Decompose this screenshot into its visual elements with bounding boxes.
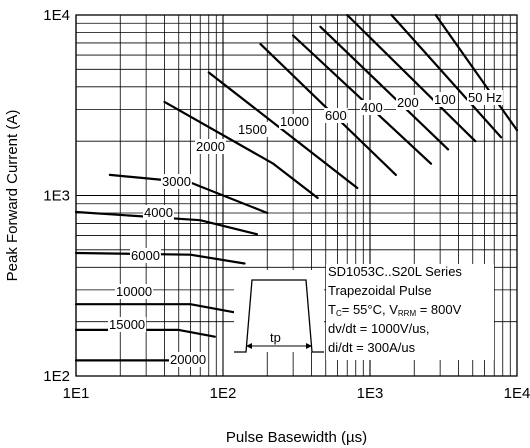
legend-conditions: TC= 55°C, VRRM = 800V (328, 302, 462, 318)
series-line (346, 13, 477, 143)
series-line (292, 34, 433, 165)
curve-label-50hz: 50 Hz (468, 90, 502, 105)
curve-label-background (143, 205, 174, 220)
x-tick-label: 1E3 (357, 385, 384, 402)
legend-didt: di/dt = 300A/us (328, 340, 416, 355)
curve-label-3000: 3000 (162, 174, 191, 189)
curve-label-background (237, 122, 268, 137)
curve-label-15000: 15000 (109, 317, 145, 332)
plot-frame (75, 14, 518, 377)
legend-tc-value: = 55°C, V (342, 302, 398, 317)
curve-label-1500: 1500 (238, 122, 267, 137)
pulse-width-arrow-left-head (246, 343, 252, 349)
curve-label-400: 400 (361, 100, 383, 115)
series-line (163, 100, 319, 199)
pulse-width-arrow-right-head (306, 343, 312, 349)
curve-label-background (433, 92, 457, 107)
legend-tc-subscript: C (336, 309, 342, 318)
legend-tc-symbol: T (328, 302, 336, 317)
legend-pulse-type: Trapezoidal Pulse (328, 283, 432, 298)
series-line (74, 303, 246, 316)
pulse-diagram: tp (234, 270, 324, 353)
curve-label-background (115, 284, 154, 299)
curve-label-background (396, 95, 420, 110)
series-line (74, 251, 246, 265)
curve-label-background (169, 352, 208, 367)
y-axis-title: Peak Forward Current (A) (4, 110, 21, 282)
curve-label-100: 100 (434, 92, 456, 107)
series-line (207, 71, 359, 190)
curve-label-4000: 4000 (144, 205, 173, 220)
trapezoid-pulse-shape (234, 279, 324, 353)
curve-label-6000: 6000 (131, 248, 160, 263)
legend-vrrm-subscript: RRM (398, 309, 417, 318)
series-line (74, 210, 258, 236)
legend-background (326, 264, 494, 360)
curve-label-600: 600 (325, 108, 347, 123)
legend-dvdt: dv/dt = 1000V/us, (328, 321, 430, 336)
curve-label-2000: 2000 (196, 139, 225, 154)
x-tick-label: 1E2 (210, 385, 237, 402)
series-line (319, 25, 450, 151)
curve-labels: 50 Hz 100 200 400 600 1000 1500 2000 300… (108, 90, 503, 367)
legend-box: SD1053C..S20L Series Trapezoidal Pulse T… (326, 264, 494, 360)
curve-label-background (279, 114, 310, 129)
curve-label-background (324, 108, 348, 123)
pulse-width-label: tp (270, 330, 281, 345)
y-tick-label: 1E2 (43, 368, 70, 385)
curve-label-200: 200 (397, 95, 419, 110)
curve-label-10000: 10000 (116, 284, 152, 299)
series-line (390, 13, 503, 139)
curve-label-background (195, 139, 226, 154)
y-tick-label: 1E4 (43, 7, 70, 24)
curve-label-background (161, 174, 192, 189)
y-tick-label: 1E3 (43, 188, 70, 205)
curve-label-background (108, 317, 147, 332)
curve-label-background (467, 90, 503, 105)
curve-label-background (130, 248, 161, 263)
x-axis-title: Pulse Basewidth (µs) (226, 429, 367, 446)
curve-label-1000: 1000 (280, 114, 309, 129)
curve-label-20000: 20000 (170, 352, 206, 367)
legend-series-name: SD1053C..S20L Series (328, 264, 462, 279)
curve-label-background (360, 100, 384, 115)
x-tick-label: 1E4 (504, 385, 530, 402)
legend-vrrm-value: = 800V (416, 302, 462, 317)
pulse-width-label-background (266, 331, 292, 343)
x-tick-label: 1E1 (63, 385, 90, 402)
series-line (434, 13, 519, 132)
